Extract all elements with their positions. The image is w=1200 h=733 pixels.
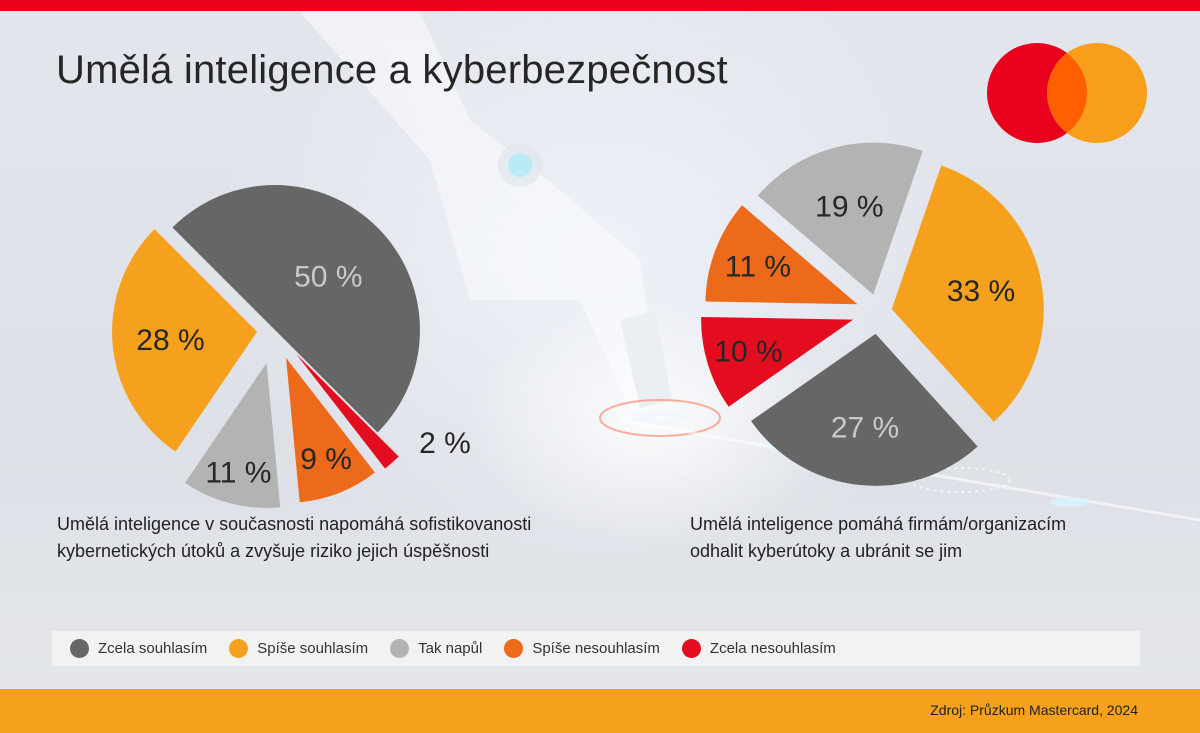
pie-label-spise-souhlasim: 28 % xyxy=(136,324,204,357)
pie-label-zcela-nesouhlasim: 10 % xyxy=(714,336,782,369)
pie-label-spise-souhlasim: 33 % xyxy=(947,275,1015,308)
legend-label: Zcela nesouhlasím xyxy=(709,640,836,657)
legend-label: Tak napůl xyxy=(418,640,483,657)
legend-label: Zcela souhlasím xyxy=(98,640,208,657)
pie-charts: 50 % 28 % 11 % 9 % 2 % 27 % 33 % 19 % 11 % 10 % xyxy=(112,142,1044,508)
pie-label-spise-nesouhlasim: 9 % xyxy=(300,443,352,476)
pie-slice-spise-souhlasim xyxy=(891,165,1044,422)
page-title: Umělá inteligence a kyberbezpečnost xyxy=(56,48,728,92)
pie-slice-zcela-nesouhlasim xyxy=(296,354,399,469)
logo-overlap xyxy=(1047,53,1087,133)
pie-slice-zcela-nesouhlasim xyxy=(701,316,854,407)
legend-item-zcela-nesouhlasim: Zcela nesouhlasím xyxy=(681,639,836,658)
legend-dot-tak-napul xyxy=(390,639,410,658)
pie-label-spise-nesouhlasim: 11 % xyxy=(725,250,791,283)
legend-dot-spise-souhlasim xyxy=(229,639,249,658)
legend-item-zcela-souhlasim: Zcela souhlasím xyxy=(70,639,207,658)
legend-dot-spise-nesouhlasim xyxy=(504,639,524,658)
chart-caption-right: Umělá inteligence pomáhá firmám/organiza… xyxy=(690,511,1140,565)
legend-label: Spíše nesouhlasím xyxy=(532,640,660,657)
mastercard-logo xyxy=(987,43,1147,143)
legend-dot-zcela-souhlasim xyxy=(70,639,89,658)
legend: Zcela souhlasím Spíše souhlasím Tak napů… xyxy=(52,631,1140,666)
pie-chart-right: 27 % 33 % 19 % 11 % 10 % xyxy=(701,142,1044,486)
pie-slice-spise-souhlasim xyxy=(112,229,258,452)
legend-dot-zcela-nesouhlasim xyxy=(681,639,701,658)
caption-left-line2: kybernetických útoků a zvyšuje riziko je… xyxy=(57,541,490,561)
chart-caption-left: Umělá inteligence v současnosti napomáhá… xyxy=(57,511,617,565)
legend-item-tak-napul: Tak napůl xyxy=(390,639,482,658)
pie-slice-spise-nesouhlasim xyxy=(286,357,375,503)
caption-left-line1: Umělá inteligence v současnosti napomáhá… xyxy=(57,514,532,534)
pie-label-zcela-souhlasim: 27 % xyxy=(831,412,899,445)
pie-label-tak-napul: 19 % xyxy=(815,191,883,224)
pie-slice-spise-nesouhlasim xyxy=(705,205,858,305)
pie-label-tak-napul: 11 % xyxy=(205,456,271,489)
pie-slice-tak-napul xyxy=(757,142,923,295)
legend-item-spise-souhlasim: Spíše souhlasím xyxy=(229,639,368,658)
legend-item-spise-nesouhlasim: Spíše nesouhlasím xyxy=(504,639,660,658)
pie-chart-left: 50 % 28 % 11 % 9 % 2 % xyxy=(112,185,471,508)
pie-slice-tak-napul xyxy=(185,362,281,508)
pie-label-zcela-souhlasim: 50 % xyxy=(294,261,362,294)
bottom-accent-bar xyxy=(0,689,1200,733)
caption-right-line2: odhalit kyberútoky a ubránit se jim xyxy=(690,541,963,561)
top-accent-bar xyxy=(0,0,1200,11)
pie-slice-zcela-souhlasim xyxy=(751,333,978,486)
pie-slice-zcela-souhlasim xyxy=(172,185,420,433)
source-note: Zdroj: Průzkum Mastercard, 2024 xyxy=(930,702,1138,718)
caption-right-line1: Umělá inteligence pomáhá firmám/organiza… xyxy=(690,514,1067,534)
legend-label: Spíše souhlasím xyxy=(257,640,369,657)
pie-label-zcela-nesouhlasim: 2 % xyxy=(419,427,471,460)
